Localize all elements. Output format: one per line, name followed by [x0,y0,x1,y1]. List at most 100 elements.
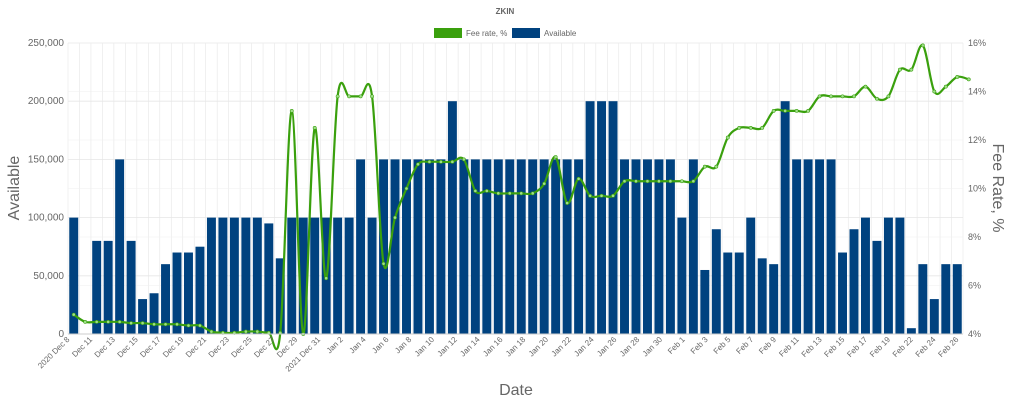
bar-available [952,264,962,334]
bar-available [310,217,320,334]
point-fee-rate [94,319,99,324]
x-tick-label: 2020 Dec 8 [36,335,72,371]
point-fee-rate [473,189,478,193]
x-tick-label: Dec 15 [116,335,141,360]
point-fee-rate [863,84,868,89]
point-fee-rate [175,322,179,327]
y-left-tick-label: 200,000 [28,96,65,107]
legend-item-fee-rate[interactable]: Fee rate, % [434,28,507,38]
bar-available [379,159,389,334]
point-fee-rate [370,94,374,99]
bar-available [493,159,503,334]
bar-available [287,217,297,334]
point-fee-rate [634,179,638,184]
bar-available [906,328,916,334]
point-fee-rate [943,84,948,89]
x-tick-label: Dec 21 [184,335,209,360]
point-fee-rate [611,193,615,198]
point-fee-rate [668,179,673,184]
y-left-tick-label: 50,000 [33,271,64,282]
bar-available [631,159,641,334]
point-fee-rate [783,109,788,113]
bar-available [356,159,366,334]
point-fee-rate [152,322,156,327]
x-tick-label: Jan 16 [481,335,505,359]
legend[interactable]: Fee rate, % Available [434,28,577,38]
x-tick-label: Feb 19 [868,335,892,359]
chart-title: ZKIN [496,7,515,16]
bar-available [918,264,928,334]
point-fee-rate [129,321,134,325]
y-axis-right-title: Fee Rate, % [989,144,1006,233]
x-tick-label: Feb 13 [800,335,824,359]
x-tick-label: Dec 17 [138,335,163,360]
x-tick-label: Jan 6 [370,335,391,356]
bar-available [780,101,790,334]
point-fee-rate [955,75,960,79]
bar-available [700,269,710,334]
point-fee-rate [725,135,730,140]
bar-available [860,217,870,334]
point-fee-rate [427,159,432,164]
bar-available [92,240,102,334]
point-fee-rate [542,181,547,186]
point-fee-rate [381,261,386,266]
point-fee-rate [347,94,352,99]
x-axis-title: Date [499,382,533,399]
legend-item-available[interactable]: Available [512,28,577,38]
point-fee-rate [163,322,168,327]
point-fee-rate [209,329,214,334]
bar-available [413,159,423,334]
bar-available [723,252,733,334]
bar-available [459,159,469,334]
point-fee-rate [519,191,524,196]
point-fee-rate [404,186,409,191]
x-tick-label: Feb 22 [891,335,915,359]
legend-label-available: Available [544,29,577,38]
point-fee-rate [702,164,707,169]
point-fee-rate [909,67,914,72]
point-fee-rate [553,155,558,159]
bar-available [516,159,526,334]
x-tick-label: Feb 26 [936,335,960,359]
point-fee-rate [771,109,776,113]
point-fee-rate [439,159,443,164]
point-fee-rate [416,162,420,167]
x-tick-label: Jan 14 [458,335,482,359]
bar-available [275,258,285,334]
point-fee-rate [599,193,604,198]
legend-swatch-fee-rate [434,28,462,38]
bar-available [138,299,148,334]
x-tick-label: Jan 8 [393,335,414,356]
bar-available [69,217,79,334]
point-fee-rate [679,179,684,184]
bar-available [597,101,607,334]
bar-available [172,252,182,334]
bar-available [574,159,584,334]
point-fee-rate [748,125,753,130]
bar-available [115,159,125,334]
x-tick-label: Jan 22 [550,335,574,359]
point-fee-rate [140,321,145,325]
point-fee-rate [886,94,891,99]
point-fee-rate [714,164,719,169]
x-tick-label: Dec 25 [229,335,254,360]
y-right-tick-label: 6% [968,281,981,291]
bar-available [757,258,767,334]
point-fee-rate [932,89,937,94]
x-tick-label: Feb 7 [734,335,755,356]
point-fee-rate [312,125,317,130]
bar-available [264,223,274,334]
x-tick-label: Feb 15 [822,335,846,359]
bar-available [298,217,308,334]
x-tick-label: Feb 5 [712,335,733,356]
x-tick-label: Feb 3 [689,335,710,356]
x-tick-label: Feb 24 [914,335,938,359]
x-tick-label: Jan 28 [618,335,642,359]
point-fee-rate [852,94,856,99]
bar-available [620,159,629,334]
x-tick-label: Feb 1 [666,335,687,356]
point-fee-rate [461,157,466,162]
point-fee-rate [496,191,501,196]
